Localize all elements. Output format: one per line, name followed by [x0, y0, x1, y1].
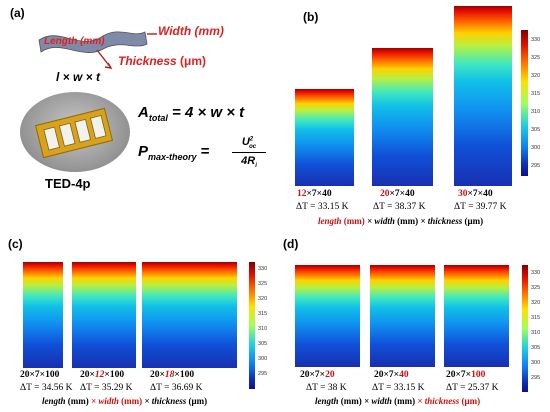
- length-label: Length (mm): [44, 36, 105, 47]
- device-name: TED-4p: [45, 176, 91, 191]
- device-film: [34, 107, 114, 159]
- dt-b-2: ΔT = 38.37 K: [373, 202, 426, 212]
- sim-d-100: [444, 265, 509, 367]
- sim-c-7: [23, 262, 63, 368]
- dt-b-1: ΔT = 33.15 K: [296, 202, 349, 212]
- legend-d: length (mm) × width (mm) × thickness (μm…: [315, 396, 481, 406]
- sim-c-18: [142, 262, 237, 368]
- dt-d-1: ΔT = 38 K: [306, 383, 347, 393]
- dt-d-3: ΔT = 25.37 K: [446, 383, 499, 393]
- legend-b: length (mm) × width (mm) × thickness (μm…: [318, 216, 484, 226]
- caption-c-1: 20×7×100: [20, 370, 60, 380]
- dt-d-2: ΔT = 33.15 K: [372, 383, 425, 393]
- dt-c-2: ΔT = 35.29 K: [80, 383, 133, 393]
- panel-a-label: (a): [10, 6, 25, 20]
- power-numerator: U2oc: [241, 136, 257, 151]
- area-formula: Atotal = 4 × w × t: [138, 104, 245, 123]
- ribbon-schematic: [38, 31, 157, 69]
- sim-b-20: [372, 48, 433, 186]
- dt-c-1: ΔT = 34.56 K: [20, 383, 73, 393]
- thickness-arrowhead: [104, 62, 113, 69]
- fraction-bar: [232, 152, 266, 153]
- panel-c-label: (c): [8, 237, 23, 251]
- legend-c: length (mm) × width (mm) × thickness (μm…: [42, 396, 208, 406]
- caption-d-1: 20×7×20: [300, 370, 335, 380]
- dt-b-3: ΔT = 39.77 K: [454, 202, 507, 212]
- caption-b-1: 12×7×40: [297, 189, 332, 199]
- device-photo: [20, 92, 130, 172]
- dims-label: l × w × t: [56, 70, 101, 84]
- sim-d-20: [295, 265, 360, 367]
- caption-c-2: 20×12×100: [80, 370, 125, 380]
- panel-d-label: (d): [283, 237, 299, 251]
- colorbar-c: [249, 262, 255, 389]
- dt-c-3: ΔT = 36.69 K: [150, 383, 203, 393]
- colorbar-b: [521, 30, 528, 176]
- caption-c-3: 20×18×100: [150, 370, 195, 380]
- sim-b-12: [295, 89, 354, 186]
- ribbon-shape: [38, 31, 148, 53]
- panel-b-label: (b): [303, 10, 319, 24]
- power-formula-lhs: Pmax-theory =: [138, 143, 210, 162]
- sim-d-40: [370, 265, 435, 367]
- caption-d-2: 20×7×40: [374, 370, 409, 380]
- width-label: Width (mm): [158, 24, 224, 38]
- thickness-label: Thickness (μm): [118, 54, 207, 68]
- caption-b-2: 20×7×40: [380, 189, 415, 199]
- power-denominator: 4Ri: [241, 155, 257, 170]
- sim-c-12: [72, 262, 136, 368]
- colorbar-d: [522, 265, 528, 392]
- caption-d-3: 20×7×100: [446, 370, 486, 380]
- caption-b-3: 30×7×40: [458, 189, 493, 199]
- sim-b-30: [454, 6, 512, 186]
